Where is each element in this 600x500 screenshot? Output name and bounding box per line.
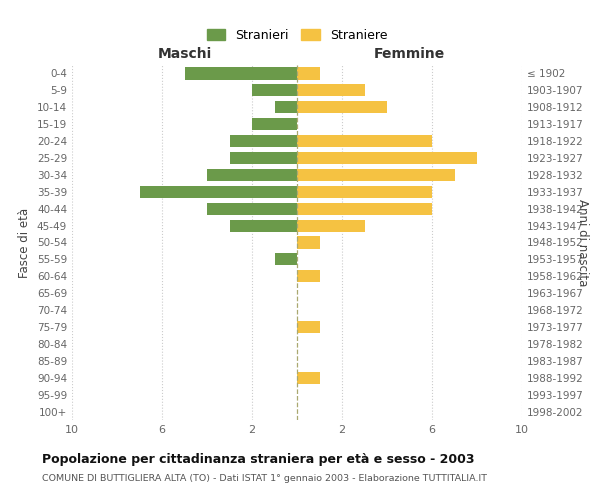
Y-axis label: Fasce di età: Fasce di età (19, 208, 31, 278)
Text: Femmine: Femmine (374, 48, 445, 62)
Bar (297, 202, 432, 215)
Bar (275, 254, 297, 266)
Bar (297, 101, 387, 114)
Bar (297, 135, 432, 147)
Bar (297, 152, 477, 164)
Bar (185, 68, 297, 80)
Bar (139, 186, 297, 198)
Legend: Stranieri, Straniere: Stranieri, Straniere (203, 25, 391, 46)
Bar (297, 84, 365, 96)
Bar (207, 169, 297, 181)
Bar (229, 152, 297, 164)
Bar (297, 186, 432, 198)
Text: Maschi: Maschi (157, 48, 212, 62)
Bar (297, 169, 455, 181)
Text: COMUNE DI BUTTIGLIERA ALTA (TO) - Dati ISTAT 1° gennaio 2003 - Elaborazione TUTT: COMUNE DI BUTTIGLIERA ALTA (TO) - Dati I… (42, 474, 487, 483)
Bar (252, 118, 297, 130)
Bar (207, 202, 297, 215)
Bar (297, 236, 320, 248)
Bar (297, 270, 320, 282)
Bar (275, 101, 297, 114)
Y-axis label: Anni di nascita: Anni di nascita (576, 199, 589, 286)
Bar (297, 220, 365, 232)
Text: Popolazione per cittadinanza straniera per età e sesso - 2003: Popolazione per cittadinanza straniera p… (42, 452, 475, 466)
Bar (297, 321, 320, 333)
Bar (252, 84, 297, 96)
Bar (229, 135, 297, 147)
Bar (297, 68, 320, 80)
Bar (297, 372, 320, 384)
Bar (229, 220, 297, 232)
